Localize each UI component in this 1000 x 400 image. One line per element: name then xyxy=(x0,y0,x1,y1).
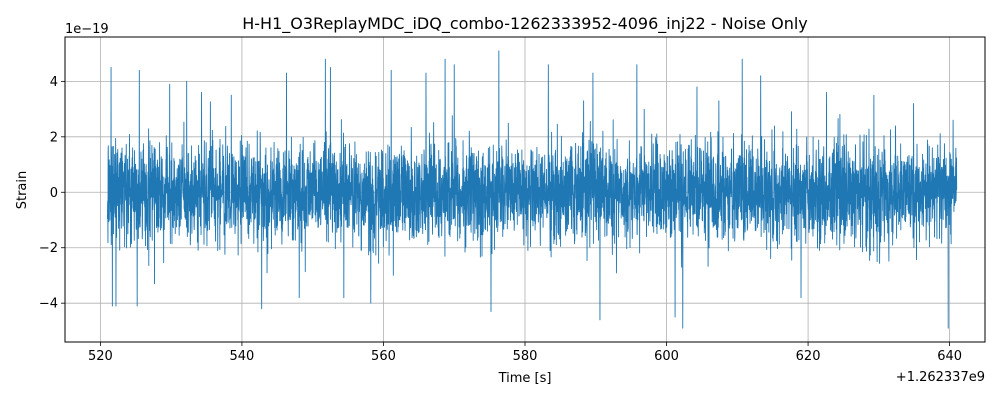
series-strain xyxy=(107,50,958,329)
x-axis-ticks: 520 540 560 580 600 620 640 xyxy=(88,342,962,364)
x-tick-label: 640 xyxy=(937,349,962,364)
x-tick-label: 580 xyxy=(513,349,538,364)
x-tick-label: 540 xyxy=(230,349,255,364)
y-tick-label: 2 xyxy=(50,130,58,145)
y-tick-label: −2 xyxy=(39,241,58,256)
x-tick-label: 560 xyxy=(371,349,396,364)
y-axis-label: Strain xyxy=(15,171,30,210)
x-tick-label: 520 xyxy=(88,349,113,364)
chart-title: H-H1_O3ReplayMDC_iDQ_combo-1262333952-40… xyxy=(242,14,808,34)
y-tick-label: 4 xyxy=(50,75,58,90)
x-tick-label: 600 xyxy=(654,349,679,364)
series-line xyxy=(107,50,958,329)
x-offset-label: +1.262337e9 xyxy=(896,370,985,385)
y-scale-label: 1e−19 xyxy=(65,22,109,37)
x-tick-label: 620 xyxy=(796,349,821,364)
y-axis-ticks: −4 −2 0 2 4 xyxy=(39,75,65,312)
y-tick-label: 0 xyxy=(50,186,58,201)
x-axis-label: Time [s] xyxy=(498,371,552,386)
y-tick-label: −4 xyxy=(39,297,58,312)
